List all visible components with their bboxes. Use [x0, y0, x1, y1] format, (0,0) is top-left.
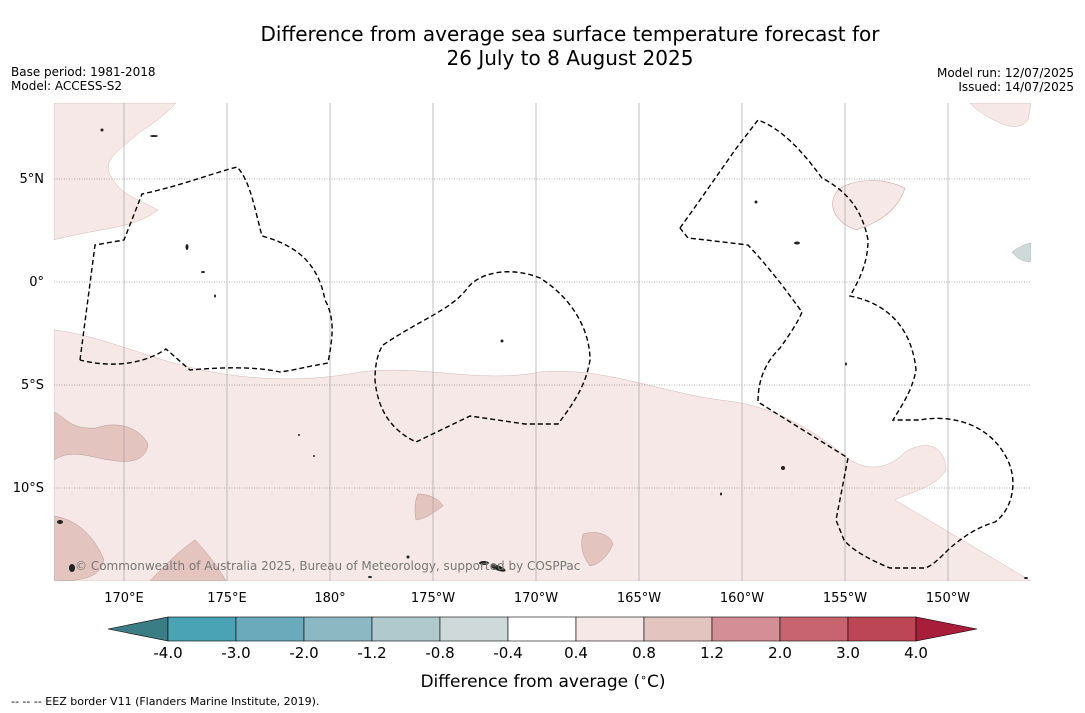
lon-label-175e: 175°E [207, 591, 247, 606]
copyright-credit: © Commonwealth of Australia 2025, Bureau… [75, 559, 580, 573]
title-line-1: Difference from average sea surface temp… [260, 22, 880, 46]
colorbar-extend-high [915, 616, 978, 642]
base-period: Base period: 1981-2018 [11, 65, 156, 79]
eez-border-line [679, 119, 1014, 569]
issued-date: Issued: 14/07/2025 [958, 80, 1074, 94]
lat-label-5s: 5°S [21, 378, 44, 393]
anomaly-patch-south-center [149, 539, 227, 581]
colorbar-tick-label: -4.0 [153, 644, 182, 662]
colorbar-extend-low [107, 616, 169, 642]
eez-border-tuvalu [79, 166, 333, 373]
lon-label-160w: 160°W [720, 591, 764, 606]
lat-label-10s: 10°S [13, 481, 44, 496]
colorbar-labels: -4.0 -3.0 -2.0 -1.2 -0.8 -0.4 0.4 0.8 1.2 2.0 3.0 4… [153, 644, 928, 662]
islands [57, 128, 1028, 579]
eez-footnote: -- -- -- EEZ border V11 (Flanders Marine… [11, 695, 320, 708]
colorbar-tick-label: 0.8 [632, 644, 656, 662]
colorbar-tick-label: 4.0 [904, 644, 928, 662]
colorbar-tick-label: 1.2 [700, 644, 724, 662]
anomaly-patch-east [832, 180, 906, 231]
latitude-gridlines [54, 178, 1031, 489]
lon-label-175w: 175°W [411, 591, 455, 606]
anomaly-patch-west [54, 411, 149, 462]
meta-left: Base period: 1981-2018 Model: ACCESS-S2 [11, 65, 156, 93]
colorbar-segment [847, 616, 917, 642]
lon-label-165w: 165°W [617, 591, 661, 606]
anomaly-patch-small-1 [414, 493, 444, 521]
colorbar-tick-label: -1.2 [357, 644, 386, 662]
lon-label-155w: 155°W [823, 591, 867, 606]
anomaly-patch-cool [1011, 242, 1031, 263]
colorbar [107, 616, 978, 642]
title-line-2: 26 July to 8 August 2025 [446, 46, 694, 70]
eez-border-phoenix [374, 271, 591, 443]
colorbar-title: Difference from average (∘C) [420, 671, 665, 692]
eez-borders [79, 119, 1014, 569]
anomaly-region-south [54, 329, 1031, 581]
anomaly-region-northeast [969, 103, 1031, 127]
model-name: Model: ACCESS-S2 [11, 79, 123, 93]
anomaly-patch-southwest [54, 515, 105, 581]
colorbar-tick-label: -0.4 [493, 644, 522, 662]
anomaly-region-northwest [54, 103, 177, 241]
lon-label-180: 180° [314, 591, 345, 606]
colorbar-tick-label: -3.0 [221, 644, 250, 662]
meta-right: Model run: 12/07/2025 Issued: 14/07/2025 [937, 66, 1074, 94]
colorbar-segment [371, 616, 441, 642]
colorbar-segment [303, 616, 373, 642]
lon-label-150w: 150°W [926, 591, 970, 606]
colorbar-segment [235, 616, 305, 642]
latitude-labels: 5°N 0° 5°S 10°S [13, 172, 44, 496]
lon-label-170e: 170°E [104, 591, 144, 606]
model-run: Model run: 12/07/2025 [936, 66, 1074, 80]
colorbar-tick-label: -2.0 [289, 644, 318, 662]
lat-label-0: 0° [29, 275, 44, 290]
lat-label-5n: 5°N [20, 172, 45, 187]
colorbar-tick-label: 2.0 [768, 644, 792, 662]
colorbar-segment [507, 616, 577, 642]
anomaly-patch-small-2 [581, 532, 614, 567]
colorbar-segment [711, 616, 781, 642]
map-area [54, 103, 1031, 581]
colorbar-segment [643, 616, 713, 642]
colorbar-segment [779, 616, 849, 642]
colorbar-tick-label: 3.0 [836, 644, 860, 662]
colorbar-tick-label: 0.4 [564, 644, 588, 662]
longitude-gridlines [123, 103, 949, 581]
map-title: Difference from average sea surface temp… [0, 22, 1085, 70]
longitude-labels: 170°E 175°E 180° 175°W 170°W 165°W 160°W… [104, 591, 970, 606]
lon-label-170w: 170°W [514, 591, 558, 606]
colorbar-tick-label: -0.8 [425, 644, 454, 662]
colorbar-segment [439, 616, 509, 642]
colorbar-segment [167, 616, 237, 642]
colorbar-segment [575, 616, 645, 642]
